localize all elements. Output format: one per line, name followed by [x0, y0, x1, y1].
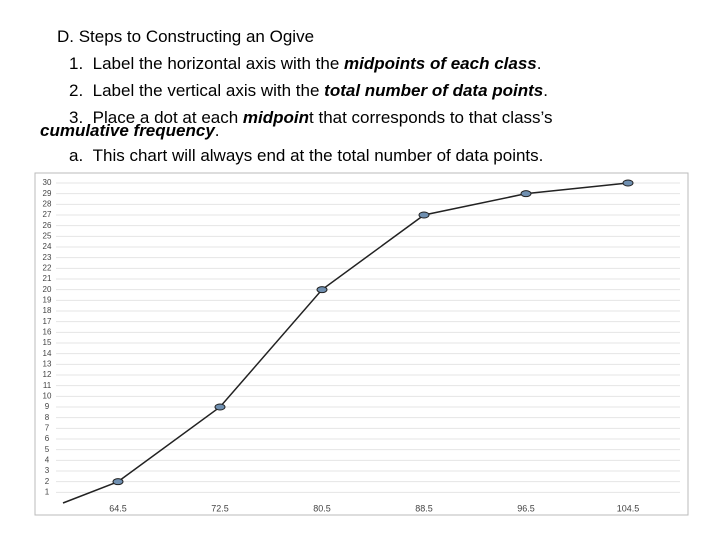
y-tick-label: 29: [43, 189, 52, 198]
x-tick-label: 64.5: [109, 503, 127, 513]
y-tick-label: 26: [43, 221, 52, 230]
data-point: [112, 478, 124, 486]
text: .: [543, 81, 548, 100]
y-tick-label: 12: [43, 370, 52, 379]
y-tick-label: 7: [45, 423, 50, 432]
text: Label the horizontal axis with the: [92, 54, 345, 73]
y-tick-label: 17: [43, 317, 52, 326]
text: .: [214, 121, 220, 140]
text: Label the vertical axis with the: [92, 81, 325, 100]
y-tick-label: 14: [43, 349, 52, 358]
y-tick-label: 5: [45, 445, 50, 454]
y-tick-label: 22: [43, 263, 52, 272]
data-point: [214, 403, 226, 411]
data-point: [520, 190, 532, 198]
y-tick-label: 1: [45, 487, 50, 496]
emphasis: midpoints of each class: [344, 54, 537, 73]
y-tick-label: 6: [45, 434, 50, 443]
marker: 2.: [69, 81, 84, 100]
y-tick-label: 24: [43, 242, 52, 251]
y-tick-label: 20: [43, 285, 52, 294]
emphasis: midpoin: [242, 108, 310, 127]
step: 3. Place a dot at each midpoint that cor…: [69, 108, 553, 128]
marker: 3.: [69, 108, 84, 127]
step: 1. Label the horizontal axis with the mi…: [69, 54, 541, 74]
data-point: [316, 286, 328, 294]
emphasis: cumulative frequency: [40, 121, 215, 140]
x-tick-label: 72.5: [211, 503, 229, 513]
text: .: [536, 54, 542, 73]
y-tick-label: 30: [43, 178, 52, 187]
data-point: [622, 179, 634, 187]
y-tick-label: 3: [45, 466, 50, 475]
y-tick-label: 9: [45, 402, 50, 411]
y-tick-label: 2: [45, 477, 50, 486]
y-tick-label: 16: [43, 327, 52, 336]
y-tick-label: 13: [43, 359, 52, 368]
marker: 1.: [69, 54, 84, 73]
y-tick-label: 25: [43, 231, 52, 240]
y-tick-label: 21: [43, 274, 52, 283]
text: Place a dot at each: [92, 108, 243, 127]
y-tick-label: 11: [43, 381, 52, 390]
y-tick-label: 4: [45, 455, 50, 464]
marker: a.: [69, 146, 84, 165]
heading: D. Steps to Constructing an Ogive: [57, 27, 315, 46]
x-tick-label: 96.5: [517, 503, 535, 513]
text: This chart will always end at the total …: [92, 146, 544, 165]
y-tick-label: 27: [43, 210, 52, 219]
step-continuation: cumulative frequency.: [40, 121, 220, 141]
y-tick-label: 28: [43, 199, 52, 208]
y-tick-label: 19: [43, 295, 52, 304]
y-tick-label: 15: [43, 338, 52, 347]
step: 2. Label the vertical axis with the tota…: [69, 81, 548, 101]
note: a. This chart will always end at the tot…: [69, 146, 543, 166]
text: t that corresponds to that class’s: [309, 108, 553, 127]
y-tick-label: 10: [43, 391, 52, 400]
x-tick-label: 104.5: [617, 503, 640, 513]
y-tick-label: 23: [43, 253, 52, 262]
chart-frame: [34, 172, 689, 516]
x-tick-label: 88.5: [415, 503, 433, 513]
data-point: [418, 211, 430, 219]
y-tick-label: 18: [43, 306, 52, 315]
emphasis: total number of data points: [324, 81, 544, 100]
y-tick-label: 8: [45, 413, 50, 422]
x-tick-label: 80.5: [313, 503, 331, 513]
